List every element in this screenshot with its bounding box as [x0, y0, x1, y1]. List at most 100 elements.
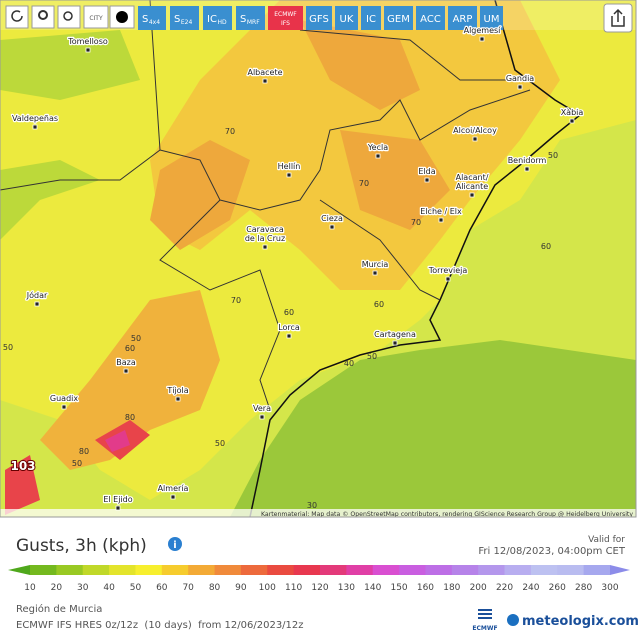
legend-swatch [214, 565, 242, 575]
legend-tick-label: 200 [470, 583, 487, 593]
legend-tick-label: 260 [549, 583, 566, 593]
legend-swatch [30, 565, 57, 575]
legend-tick-label: 180 [443, 583, 460, 593]
model-button[interactable] [138, 6, 166, 30]
model-button[interactable] [480, 6, 503, 30]
city-label: Yecla [367, 143, 388, 152]
legend-tick-label: 100 [259, 583, 276, 593]
city-dot [569, 118, 575, 124]
city-label: Tomelloso [67, 37, 108, 46]
location-button[interactable] [31, 5, 55, 29]
legend-tick-label: 110 [285, 583, 302, 593]
legend-tick-label: 90 [235, 583, 247, 593]
max-label: 103 [10, 459, 35, 473]
city-dot [262, 78, 268, 84]
zoom-button[interactable] [57, 5, 81, 29]
city-dot [85, 47, 91, 53]
legend-tick-label: 160 [417, 583, 434, 593]
model-button-label: GFS [309, 14, 329, 25]
contour-label: 30 [307, 501, 317, 510]
field-dark-orange [150, 20, 450, 250]
valid-label: Valid for [588, 535, 625, 545]
city-dot [329, 224, 335, 230]
model-button-sub: E24 [181, 19, 193, 26]
city-dot [61, 404, 67, 410]
brand-logo [507, 614, 519, 626]
dot-icon [116, 11, 128, 23]
city-label: Benidorm [508, 156, 547, 165]
ecmwf-logo [478, 609, 492, 619]
contour-label: 60 [284, 308, 294, 317]
city-dot [517, 84, 523, 90]
sea-green [230, 340, 636, 517]
legend-swatch [161, 565, 189, 575]
model-button[interactable] [448, 6, 477, 30]
model-button-sub: MRF [247, 19, 260, 26]
legend-tick-label: 220 [496, 583, 513, 593]
city-label: Jódar [26, 290, 48, 300]
legend-tick-label: 50 [130, 583, 142, 593]
model-button-label: S [142, 14, 148, 25]
attribution: Kartenmaterial: Map data © OpenStreetMap… [261, 510, 633, 518]
legend-swatch [293, 565, 321, 575]
contour-label: 70 [411, 218, 421, 227]
legend-tick-label: 240 [522, 583, 539, 593]
refresh-button[interactable] [5, 5, 29, 29]
model-button[interactable] [268, 6, 303, 30]
model-button-label: S [174, 14, 180, 25]
legend-tick-label: 40 [103, 583, 115, 593]
refresh-icon [11, 10, 23, 22]
city-label: Elche / Elx [420, 207, 462, 216]
legend-swatch [240, 565, 268, 575]
bottom-panel: Gusts, 3h (kph) i Valid for Fri 12/08/20… [8, 535, 639, 632]
model-button-label: ACC [420, 14, 441, 25]
model-button[interactable] [384, 6, 413, 30]
model-button-label: GEM [387, 14, 410, 25]
contour-label: 60 [541, 242, 551, 251]
legend-swatch [478, 565, 506, 575]
model-button[interactable] [335, 6, 358, 30]
city-dot [34, 301, 40, 307]
legend-swatch [346, 565, 374, 575]
info-button[interactable] [168, 537, 182, 551]
city-label: Lorca [278, 323, 300, 332]
contour-label: 50 [548, 151, 558, 160]
legend-swatch [135, 565, 163, 575]
legend-swatch [109, 565, 136, 575]
legend-swatch [451, 565, 479, 575]
legend-tick-label: 120 [311, 583, 328, 593]
contour-label: 70 [359, 179, 369, 188]
city-label: Guadix [50, 394, 78, 403]
city-label: Tíjola [166, 386, 188, 395]
model-button-label: ECMWF [274, 11, 297, 18]
city-button[interactable] [83, 5, 109, 29]
model-button[interactable] [361, 6, 381, 30]
legend-swatch [267, 565, 295, 575]
info-icon: i [173, 540, 176, 551]
contour-label: 60 [125, 344, 135, 353]
model-button-label: UK [340, 14, 354, 25]
city-label: CITY [89, 15, 103, 22]
city-label: Caravaca de la Cruz [245, 225, 285, 243]
city-dot [123, 368, 129, 374]
model-button[interactable] [236, 6, 265, 30]
pin-icon [38, 10, 48, 20]
field-magenta [105, 430, 130, 452]
model: ECMWF IFS HRES 0z/12z (10 days) from 12/… [16, 620, 304, 631]
model-button-label: ARP [453, 14, 473, 25]
city-label: Gandia [506, 74, 534, 83]
map-frame [0, 0, 637, 518]
city-dot [262, 244, 268, 250]
contour-label: 70 [225, 127, 235, 136]
city-dot [286, 172, 292, 178]
model-button[interactable] [306, 6, 332, 30]
model-button[interactable] [203, 6, 232, 30]
model-button-label: UM [484, 14, 500, 25]
legend-swatch [56, 565, 84, 575]
legend-swatch [82, 565, 110, 575]
city-label: Alacant/Alicante [456, 173, 489, 191]
model-button[interactable] [170, 6, 199, 30]
city-label: Albacete [247, 68, 282, 77]
legend-swatch [425, 565, 453, 575]
model-button[interactable] [416, 6, 445, 30]
